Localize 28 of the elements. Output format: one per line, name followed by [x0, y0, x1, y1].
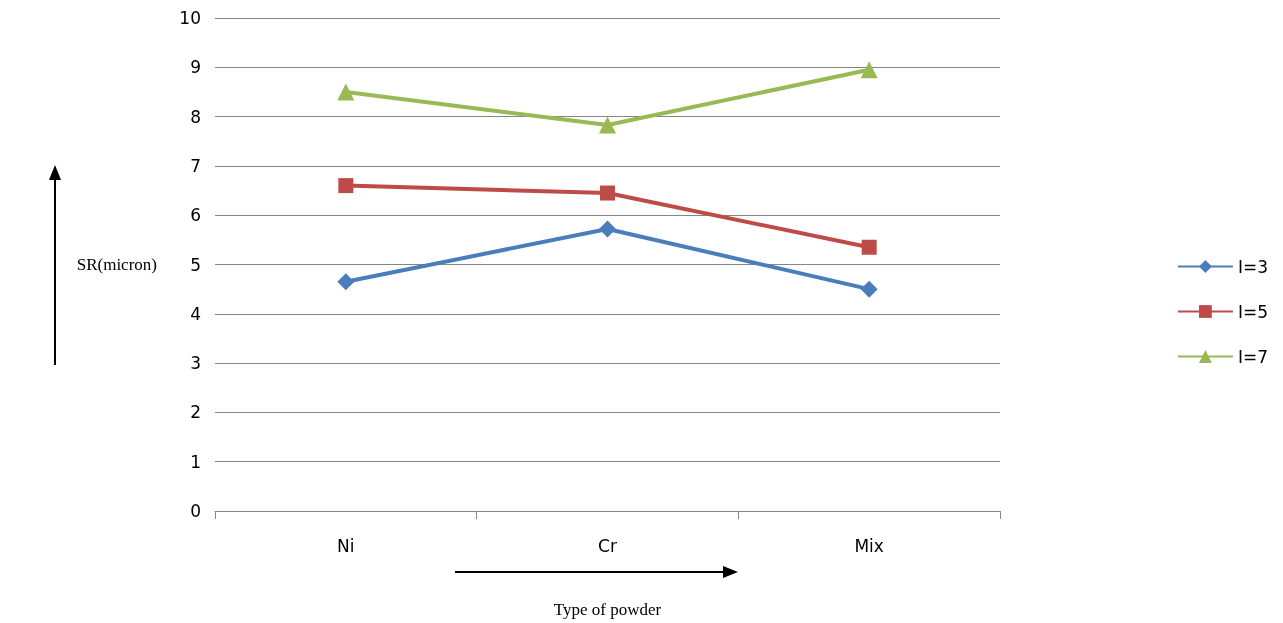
y-tick-label: 4	[190, 303, 201, 324]
y-tick-label: 10	[179, 8, 201, 28]
y-tick-label: 2	[190, 402, 201, 423]
y-tick-label: 5	[190, 254, 201, 275]
y-tick-label: 3	[190, 353, 201, 374]
point	[860, 61, 878, 79]
x-tick-label: Mix	[854, 535, 884, 556]
y-tick-label: 7	[190, 155, 201, 176]
y-tick-label: 9	[190, 57, 201, 78]
point	[599, 220, 616, 238]
point	[861, 239, 877, 255]
x-tick-label: Ni	[337, 535, 355, 556]
x-tick-label: Cr	[598, 535, 617, 556]
point	[338, 178, 354, 194]
y-tick-label: 6	[190, 205, 201, 226]
y-tick-label: 1	[190, 451, 201, 472]
point	[860, 280, 878, 298]
y-axis-title: SR(micron)	[76, 255, 157, 274]
point	[600, 185, 615, 201]
point	[337, 83, 355, 101]
legend-label: I=5	[1237, 301, 1268, 322]
y-tick-label: 0	[190, 501, 201, 521]
legend-label: I=3	[1237, 256, 1268, 277]
point	[337, 273, 355, 291]
y-tick-label: 8	[190, 106, 201, 127]
point	[599, 116, 616, 134]
legend-label: I=7	[1237, 346, 1268, 367]
x-axis-title: Type of powder	[553, 600, 662, 619]
